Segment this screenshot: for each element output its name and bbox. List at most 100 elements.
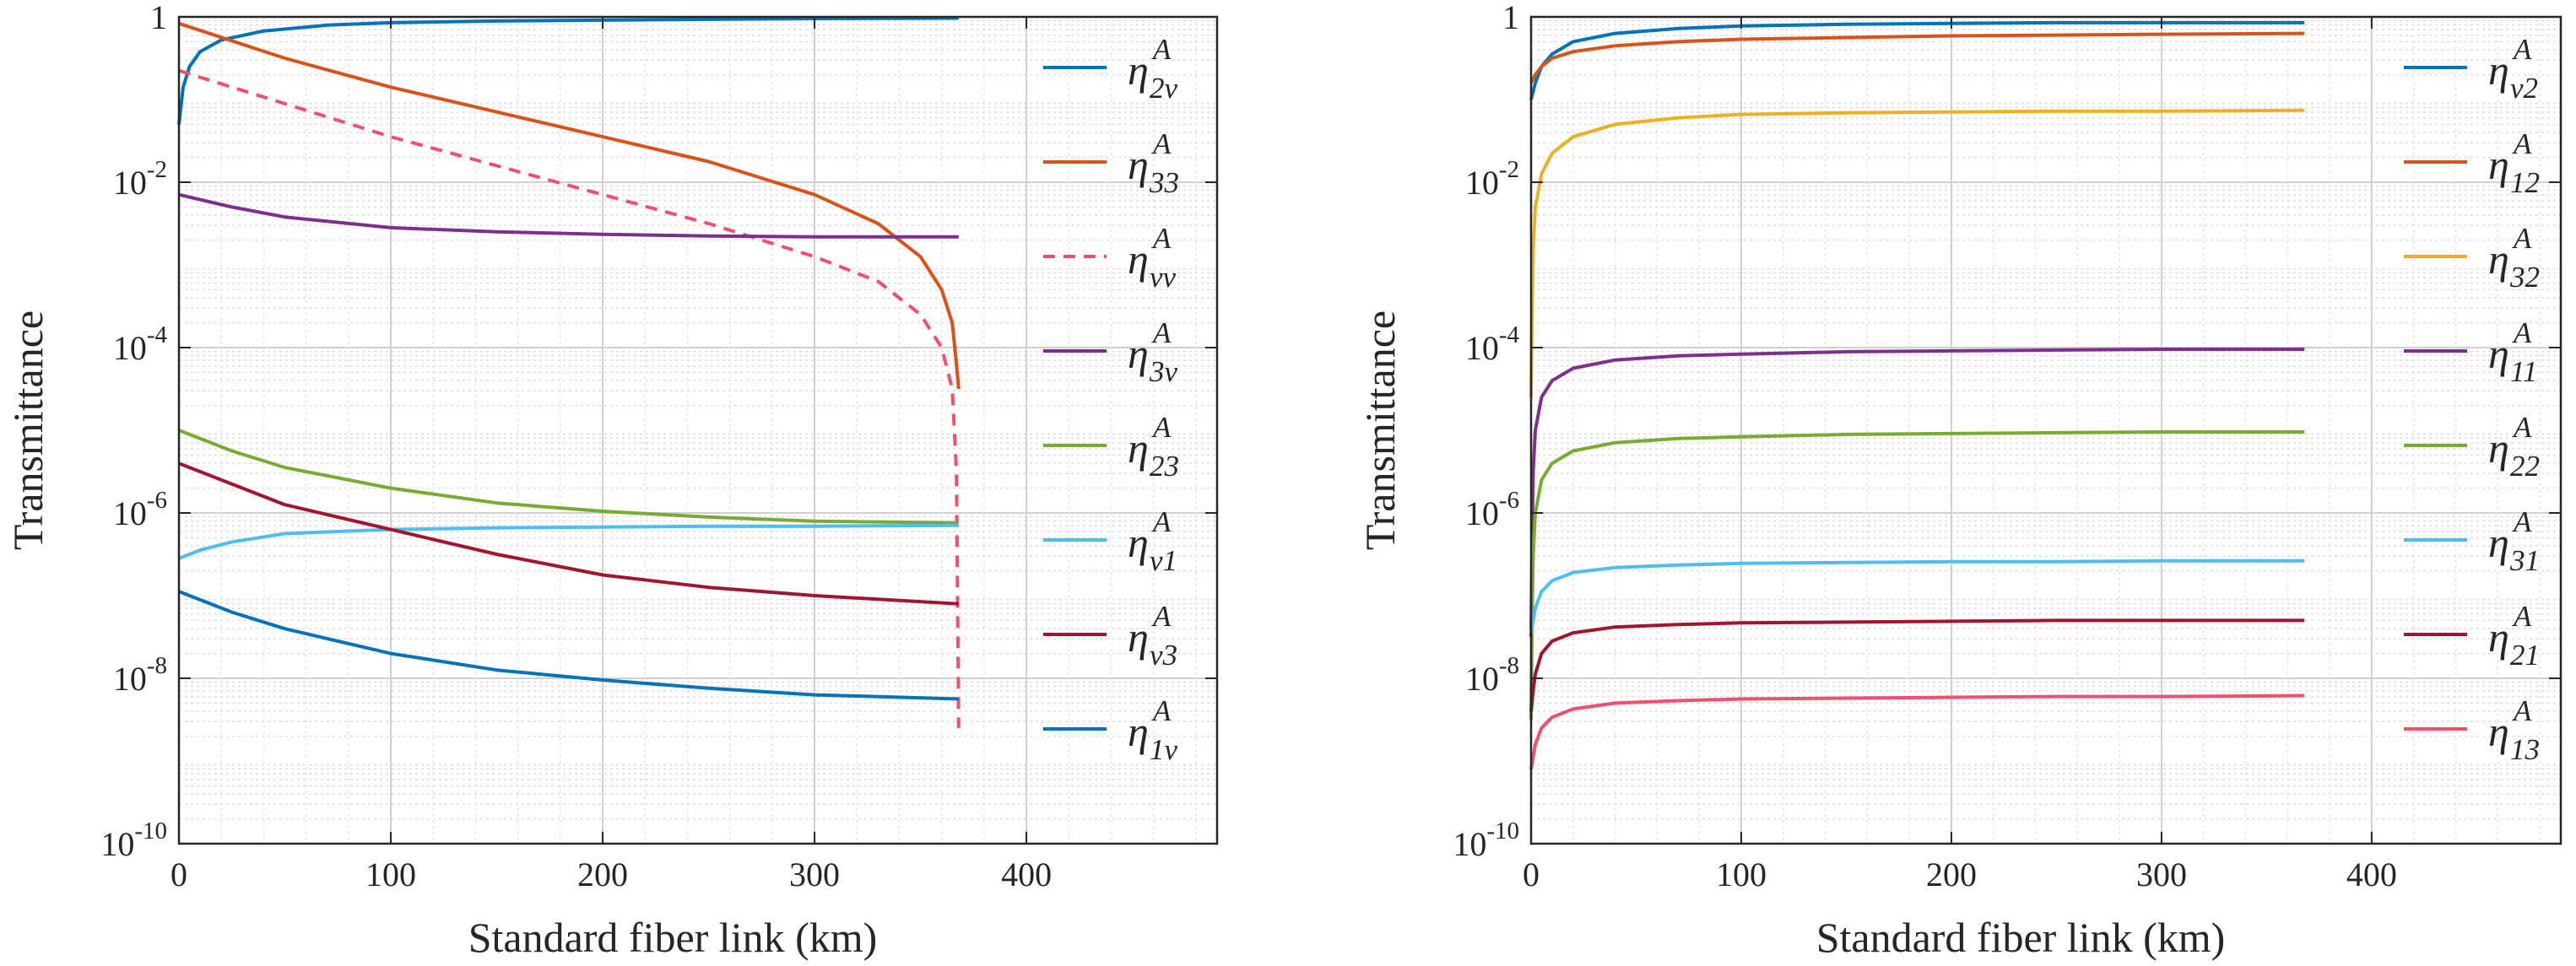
- series-line-23: [178, 429, 959, 525]
- legend-subscript: 32: [2509, 261, 2540, 294]
- legend-item-32: η A 32: [2404, 222, 2540, 294]
- x-tick-label: 400: [1001, 855, 1052, 893]
- legend-superscript: A: [2512, 222, 2532, 255]
- legend-item-2v: η A 2v: [1043, 33, 1178, 105]
- ticks: 0 100 200 300 400 10-10 10-8 10-6 10-4 10-2 1: [1453, 0, 2561, 893]
- series-line-22: [1529, 430, 2305, 720]
- legend-subscript: 31: [2509, 544, 2540, 577]
- x-tick-label: 200: [1926, 855, 1977, 893]
- legend-subscript: 11: [2510, 355, 2537, 388]
- y-axis-label: Transmittance: [1356, 310, 1404, 550]
- legend-item-21: η A 21: [2404, 600, 2540, 672]
- legend-superscript: A: [1151, 127, 1172, 160]
- legend-symbol: η: [1128, 141, 1149, 188]
- legend-subscript: 23: [1150, 450, 1179, 483]
- legend-item-v1: η Av1: [1043, 505, 1177, 577]
- legend-subscript: v1: [1150, 544, 1177, 577]
- y-tick-label: 10-6: [113, 487, 167, 532]
- y-tick-label: 10-6: [1465, 487, 1519, 532]
- x-tick-label: 400: [2346, 855, 2397, 893]
- y-tick-label: 10-2: [113, 156, 167, 202]
- legend-item-22: η A 22: [2404, 411, 2540, 483]
- x-tick-label: 0: [1523, 855, 1540, 893]
- legend-symbol: η: [2488, 235, 2509, 283]
- x-axis-label: Standard fiber link (km): [1816, 914, 2226, 961]
- legend-subscript: v2: [2510, 72, 2538, 105]
- y-tick-label: 1: [150, 0, 167, 36]
- legend-item-12: η A 12: [2404, 127, 2540, 199]
- series-group: [1529, 20, 2305, 770]
- legend-subscript: vv: [1150, 261, 1177, 294]
- axes-box: [177, 15, 1219, 845]
- legend-subscript: 33: [1149, 166, 1179, 199]
- chart-panel-2: 0 100 200 300 400 10-10 10-8 10-6 10-4 10-2 1 Stand…: [1356, 0, 2562, 961]
- ticks: 0 100 200 300 400 10-10 10-8 10-6 10-4 10-2 1: [100, 0, 1217, 893]
- legend-superscript: A: [1151, 600, 1172, 633]
- legend-subscript: 22: [2510, 450, 2540, 483]
- axes-box: [1529, 15, 2562, 845]
- x-axis-label: Standard fiber link (km): [468, 914, 878, 961]
- legend-symbol: η: [1128, 330, 1149, 377]
- legend-symbol: η: [2488, 141, 2509, 188]
- y-tick-label: 10-4: [1465, 321, 1520, 367]
- series-line-12: [1529, 31, 2305, 84]
- legend-superscript: A: [1151, 222, 1172, 255]
- legend-item-33: η A 33: [1043, 127, 1179, 199]
- legend-superscript: A: [2512, 411, 2532, 444]
- series-line-1v: [178, 590, 959, 701]
- legend-item-v2: η Av2: [2404, 33, 2538, 105]
- x-tick-label: 0: [170, 855, 187, 893]
- x-tick-label: 100: [365, 855, 416, 893]
- series-group: [177, 16, 961, 728]
- x-tick-label: 300: [789, 855, 840, 893]
- grid: [1530, 16, 2561, 845]
- series-line-21: [1529, 618, 2305, 712]
- y-tick-label: 10-10: [100, 818, 167, 863]
- series-line-v1: [178, 523, 959, 560]
- y-tick-label: 10-2: [1465, 156, 1519, 202]
- legend-item-11: η A 11: [2404, 316, 2537, 388]
- legend-subscript: 12: [2510, 166, 2540, 199]
- legend-symbol: η: [2488, 46, 2509, 94]
- legend-item-13: η A 13: [2404, 694, 2540, 766]
- legend-symbol: η: [1128, 235, 1149, 283]
- legend-item-3v: η A 3v: [1043, 316, 1178, 388]
- legend-superscript: A: [2512, 127, 2532, 160]
- series-line-2v: [177, 16, 959, 125]
- x-tick-label: 100: [1716, 855, 1767, 893]
- chart-panel-1: 0 100 200 300 400 10-10 10-8 10-6 10-4 10-2 1 Stand…: [4, 0, 1219, 961]
- legend-item-v3: η Av3: [1043, 600, 1177, 672]
- series-line-32: [1529, 108, 2305, 397]
- legend-superscript: A: [2512, 316, 2532, 349]
- legend-symbol: η: [2488, 424, 2509, 472]
- legend-subscript: v3: [1150, 639, 1177, 672]
- x-tick-label: 300: [2136, 855, 2187, 893]
- y-tick-label: 10-4: [113, 321, 168, 367]
- legend-superscript: A: [2512, 600, 2532, 633]
- legend-symbol: η: [2488, 708, 2509, 755]
- legend-superscript: A: [1151, 33, 1172, 66]
- legend-subscript: 2v: [1150, 72, 1178, 105]
- legend-symbol: η: [1128, 708, 1149, 755]
- legend-symbol: η: [1128, 46, 1149, 94]
- legend-symbol: η: [1128, 519, 1149, 566]
- legend-symbol: η: [1128, 613, 1149, 661]
- series-line-13: [1529, 693, 2305, 770]
- legend-item-23: η A 23: [1043, 411, 1179, 483]
- y-axis-label: Transmittance: [4, 310, 51, 550]
- legend-superscript: A: [1151, 694, 1172, 727]
- legend-superscript: A: [1151, 316, 1172, 349]
- series-line-v3: [178, 461, 959, 606]
- legend-subscript: 3v: [1149, 355, 1178, 388]
- y-tick-label: 10-8: [113, 652, 167, 698]
- y-tick-label: 1: [1502, 0, 1519, 36]
- legend-superscript: A: [1151, 505, 1172, 538]
- legend-subscript: 13: [2510, 733, 2540, 766]
- series-line-33: [178, 21, 961, 390]
- legend-item-1v: η A 1v: [1043, 694, 1178, 766]
- y-tick-label: 10-8: [1465, 652, 1519, 698]
- legend-item-31: η A 31: [2404, 505, 2540, 577]
- legend-superscript: A: [1151, 411, 1172, 444]
